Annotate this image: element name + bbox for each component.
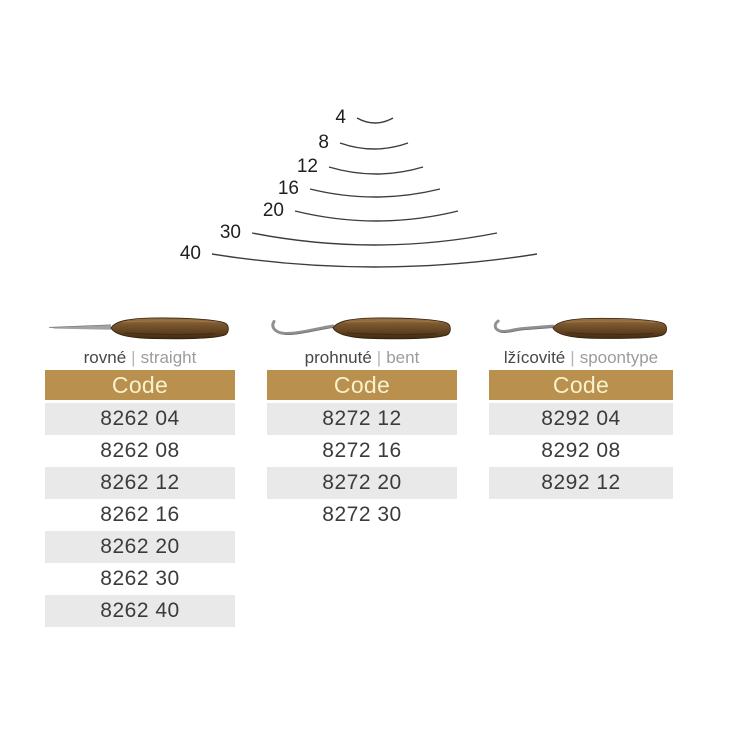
size-label-12: 12 (297, 156, 318, 177)
tool-image-straight-chisel (48, 317, 229, 340)
table-rows: 8262 04 8262 08 8262 12 8262 16 8262 20 8262 … (45, 403, 235, 627)
code-cell: 8262 12 (45, 467, 235, 499)
code-cell: 8272 30 (267, 499, 457, 531)
code-cell: 8262 20 (45, 531, 235, 563)
tool-label: lžícovité | spoontype (489, 347, 673, 370)
size-label-4: 4 (335, 107, 346, 128)
code-cell: 8262 04 (45, 403, 235, 435)
code-table-spoontype: Code 8292 04 8292 08 8292 12 (489, 370, 673, 499)
code-cell: 8262 16 (45, 499, 235, 531)
code-cell: 8272 20 (267, 467, 457, 499)
code-table-bent: Code 8272 12 8272 16 8272 20 8272 30 (267, 370, 457, 531)
table-header-code: Code (45, 370, 235, 400)
label-separator: | (570, 348, 575, 367)
size-label-30: 30 (220, 222, 241, 243)
size-label-8: 8 (318, 132, 329, 153)
size-arc-16 (309, 188, 441, 198)
tool-name-english: bent (386, 348, 420, 367)
size-label-20: 20 (263, 200, 284, 221)
size-label-40: 40 (180, 243, 201, 264)
size-arc-8 (339, 142, 409, 150)
product-column-bent: prohnuté | bent Code 8272 12 8272 16 8272 20… (267, 313, 457, 531)
tool-name-czech: prohnuté (304, 348, 372, 367)
code-cell: 8292 12 (489, 467, 673, 499)
size-arc-30 (251, 232, 498, 246)
tool-name-english: spoontype (579, 348, 659, 367)
code-cell: 8262 40 (45, 595, 235, 627)
table-rows: 8292 04 8292 08 8292 12 (489, 403, 673, 499)
label-separator: | (131, 348, 136, 367)
code-cell: 8272 12 (267, 403, 457, 435)
label-separator: | (376, 348, 382, 367)
table-header-code: Code (267, 370, 457, 400)
tool-name-czech: lžícovité (503, 348, 566, 367)
size-arc-4 (356, 117, 394, 124)
tool-label: rovné | straight (45, 347, 235, 370)
code-cell: 8262 08 (45, 435, 235, 467)
code-table-straight: Code 8262 04 8262 08 8262 12 8262 16 8262 20… (45, 370, 235, 627)
table-rows: 8272 12 8272 16 8272 20 8272 30 (267, 403, 457, 531)
size-label-16: 16 (278, 178, 299, 199)
code-cell: 8262 30 (45, 563, 235, 595)
size-arc-40 (211, 253, 538, 268)
product-column-straight: rovné | straight Code 8262 04 8262 08 8262 1… (45, 313, 235, 627)
tool-label: prohnuté | bent (267, 347, 457, 370)
code-cell: 8292 08 (489, 435, 673, 467)
size-arc-12 (328, 166, 424, 175)
code-cell: 8292 04 (489, 403, 673, 435)
tool-image-bent-chisel (271, 317, 451, 340)
code-cell: 8272 16 (267, 435, 457, 467)
tool-name-english: straight (140, 348, 197, 367)
table-header-code: Code (489, 370, 673, 400)
size-arc-20 (294, 210, 459, 222)
tool-name-czech: rovné (83, 348, 127, 367)
tool-image-spoontype-chisel (493, 317, 667, 339)
product-column-spoontype: lžícovité | spoontype Code 8292 04 8292 08 8… (489, 313, 673, 499)
